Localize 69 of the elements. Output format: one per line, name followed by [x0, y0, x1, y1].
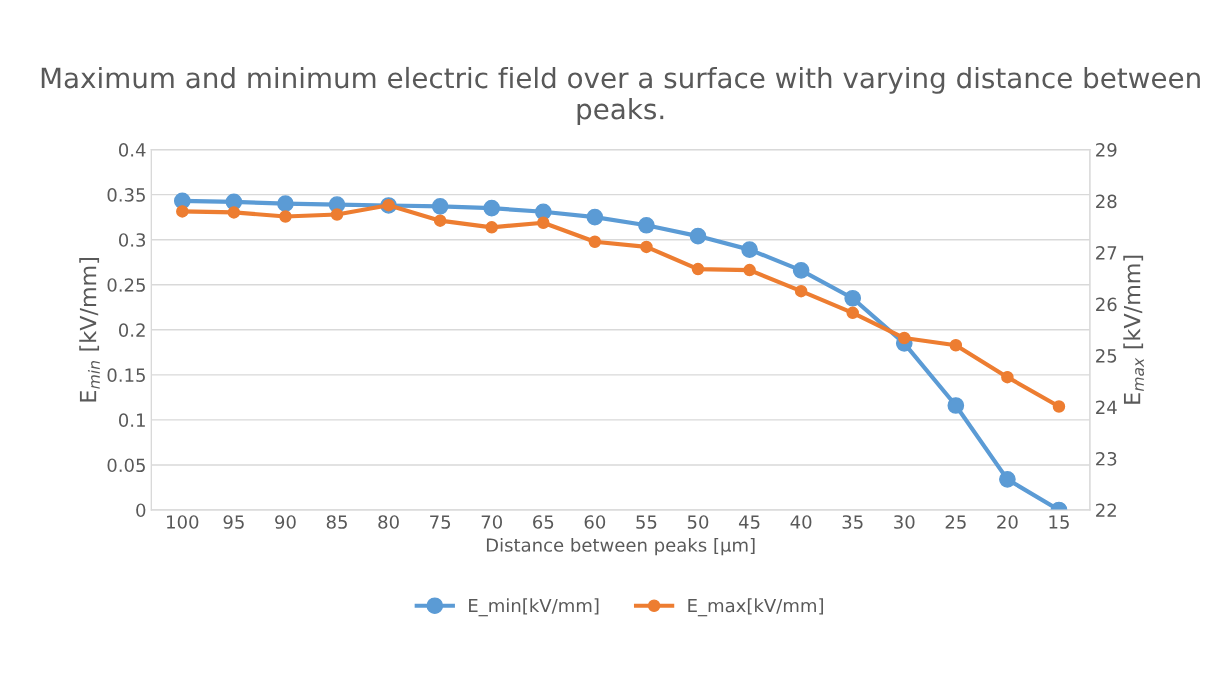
- y2-tick-label: 27: [1096, 246, 1117, 260]
- point: [485, 221, 498, 234]
- x-tick-label: 75: [430, 515, 451, 529]
- point: [999, 471, 1016, 488]
- y2-tick-label: 28: [1096, 194, 1117, 209]
- y2-tick-label: 24: [1096, 400, 1117, 414]
- point: [846, 306, 859, 320]
- y2-axis-title: E$_{max}$ [kV/mm]: [1123, 255, 1145, 404]
- point: [586, 208, 604, 226]
- y2-tick-label: 29: [1096, 143, 1117, 157]
- legend-label: E_max[kV/mm]: [688, 598, 823, 617]
- chart-title: Maximum and minimum electric field over a surface with varying distance between peaks.: [41, 66, 1200, 125]
- x-tick-label: 30: [894, 515, 915, 529]
- point: [1052, 400, 1066, 413]
- point: [537, 216, 550, 229]
- point: [330, 208, 344, 221]
- legend-label: E_min[kV/mm]: [469, 598, 599, 617]
- x-tick-label: 20: [997, 515, 1018, 529]
- point: [483, 199, 501, 217]
- y-tick-label: 0.35: [107, 188, 145, 202]
- y-tick-label: 0.4: [118, 143, 146, 157]
- x-tick-label: 65: [533, 515, 554, 529]
- point: [227, 206, 241, 219]
- y-tick-label: 0.3: [118, 233, 146, 247]
- x-tick-label: 35: [842, 515, 863, 529]
- y-tick-label: 0.15: [107, 368, 145, 382]
- point: [588, 235, 602, 249]
- point: [640, 240, 653, 254]
- x-axis-title: Distance between peaks [µm]: [486, 537, 755, 556]
- point: [794, 284, 808, 298]
- x-tick-label: 25: [945, 515, 966, 529]
- x-tick-label: 50: [687, 515, 709, 529]
- point: [691, 262, 705, 276]
- point: [844, 289, 862, 307]
- y-tick-label: 0.2: [118, 323, 145, 337]
- point: [898, 331, 911, 345]
- y-tick-label: 0.05: [107, 458, 145, 473]
- point: [1001, 370, 1014, 384]
- x-tick-label: 55: [636, 515, 657, 529]
- point: [638, 216, 655, 234]
- x-tick-label: 70: [481, 515, 503, 529]
- x-tick-label: 90: [275, 515, 296, 529]
- point: [433, 214, 447, 227]
- point: [431, 198, 449, 215]
- x-tick-label: 15: [1049, 515, 1069, 529]
- point: [947, 397, 965, 414]
- point: [949, 338, 963, 352]
- x-tick-label: 45: [738, 515, 760, 529]
- x-tick-label: 100: [167, 515, 199, 529]
- point: [792, 261, 810, 279]
- x-tick-label: 95: [223, 515, 244, 529]
- y2-tick-label: 25: [1096, 349, 1117, 363]
- x-tick-label: 85: [326, 515, 347, 529]
- point: [743, 263, 756, 277]
- y-tick-label: 0.1: [118, 413, 145, 428]
- y2-tick-label: 22: [1096, 503, 1116, 517]
- y-tick-label: 0.25: [107, 278, 145, 292]
- point: [741, 241, 758, 258]
- point: [277, 195, 294, 212]
- y2-tick-label: 26: [1096, 297, 1117, 312]
- y2-tick-label: 23: [1096, 451, 1117, 466]
- point: [176, 205, 189, 218]
- x-tick-label: 60: [584, 515, 606, 529]
- y-tick-label: 0: [136, 503, 146, 518]
- point: [279, 210, 292, 223]
- x-tick-label: 80: [378, 515, 399, 529]
- point: [689, 227, 707, 245]
- y-axis-title: E$_{min}$ [kV/mm]: [79, 258, 100, 402]
- x-tick-label: 40: [790, 515, 812, 529]
